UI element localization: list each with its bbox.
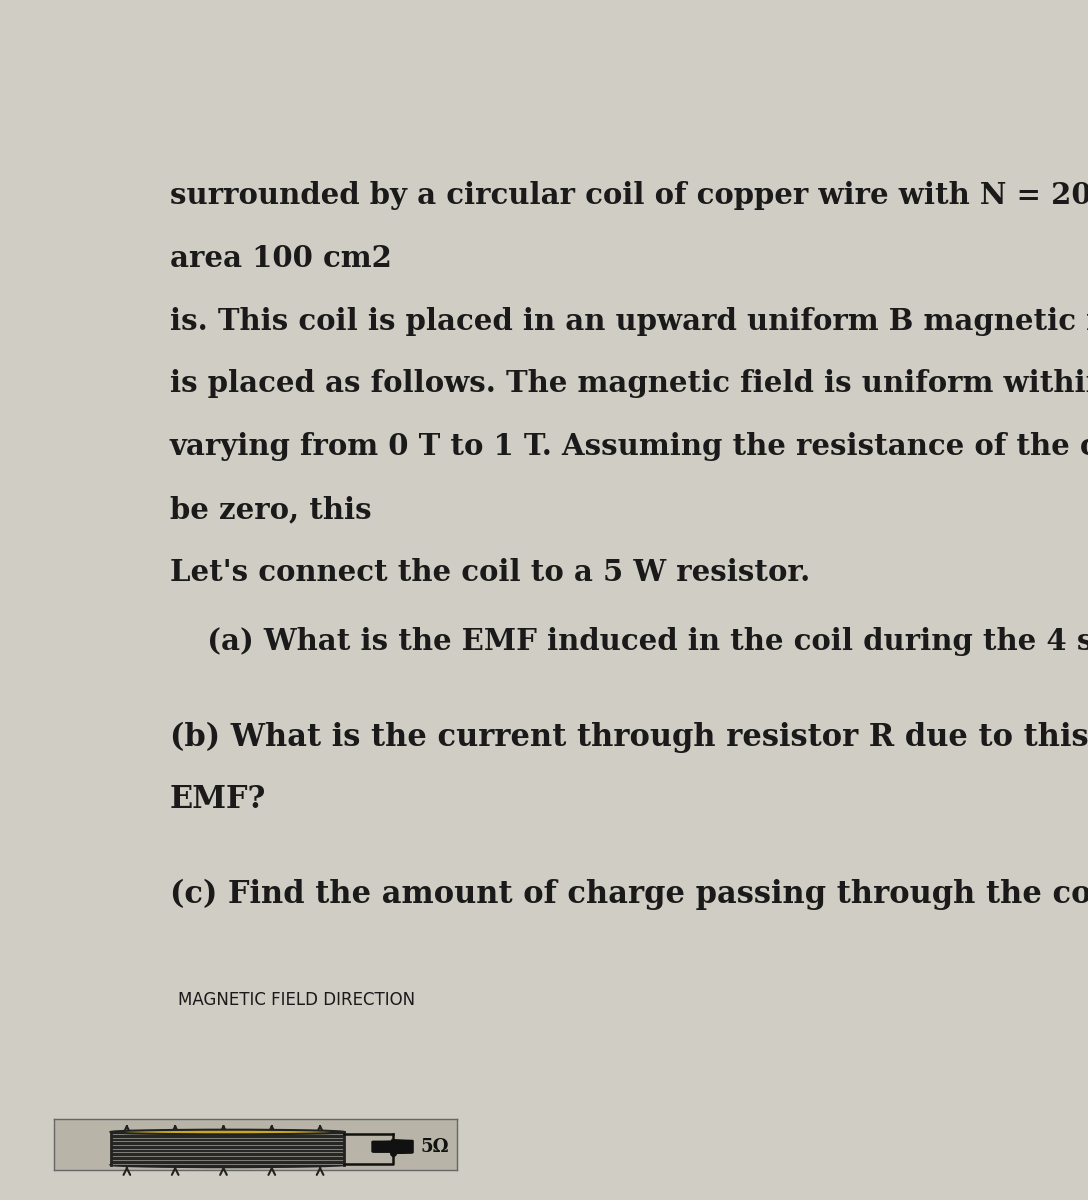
Text: area 100 cm2: area 100 cm2	[170, 244, 392, 272]
Text: 5Ω: 5Ω	[421, 1138, 449, 1156]
Text: (b) What is the current through resistor R due to this induced: (b) What is the current through resistor…	[170, 721, 1088, 752]
Text: (a) What is the EMF induced in the coil during the 4 s period?: (a) What is the EMF induced in the coil …	[187, 628, 1088, 656]
Text: is placed as follows. The magnetic field is uniform within 4 s.: is placed as follows. The magnetic field…	[170, 370, 1088, 398]
Text: Let's connect the coil to a 5 W resistor.: Let's connect the coil to a 5 W resistor…	[170, 558, 809, 587]
Text: (c) Find the amount of charge passing through the coil in 4 s: (c) Find the amount of charge passing th…	[170, 878, 1088, 910]
Ellipse shape	[111, 1129, 344, 1134]
Text: be zero, this: be zero, this	[170, 496, 371, 524]
Text: varying from 0 T to 1 T. Assuming the resistance of the coil wires to: varying from 0 T to 1 T. Assuming the re…	[170, 432, 1088, 461]
Bar	[111, 1132, 344, 1165]
Ellipse shape	[111, 1163, 344, 1168]
Text: is. This coil is placed in an upward uniform B magnetic field.: is. This coil is placed in an upward uni…	[170, 307, 1088, 336]
Text: surrounded by a circular coil of copper wire with N = 200 turns.: surrounded by a circular coil of copper …	[170, 181, 1088, 210]
Text: EMF?: EMF?	[170, 784, 267, 815]
Text: MAGNETIC FIELD DIRECTION: MAGNETIC FIELD DIRECTION	[178, 991, 416, 1009]
